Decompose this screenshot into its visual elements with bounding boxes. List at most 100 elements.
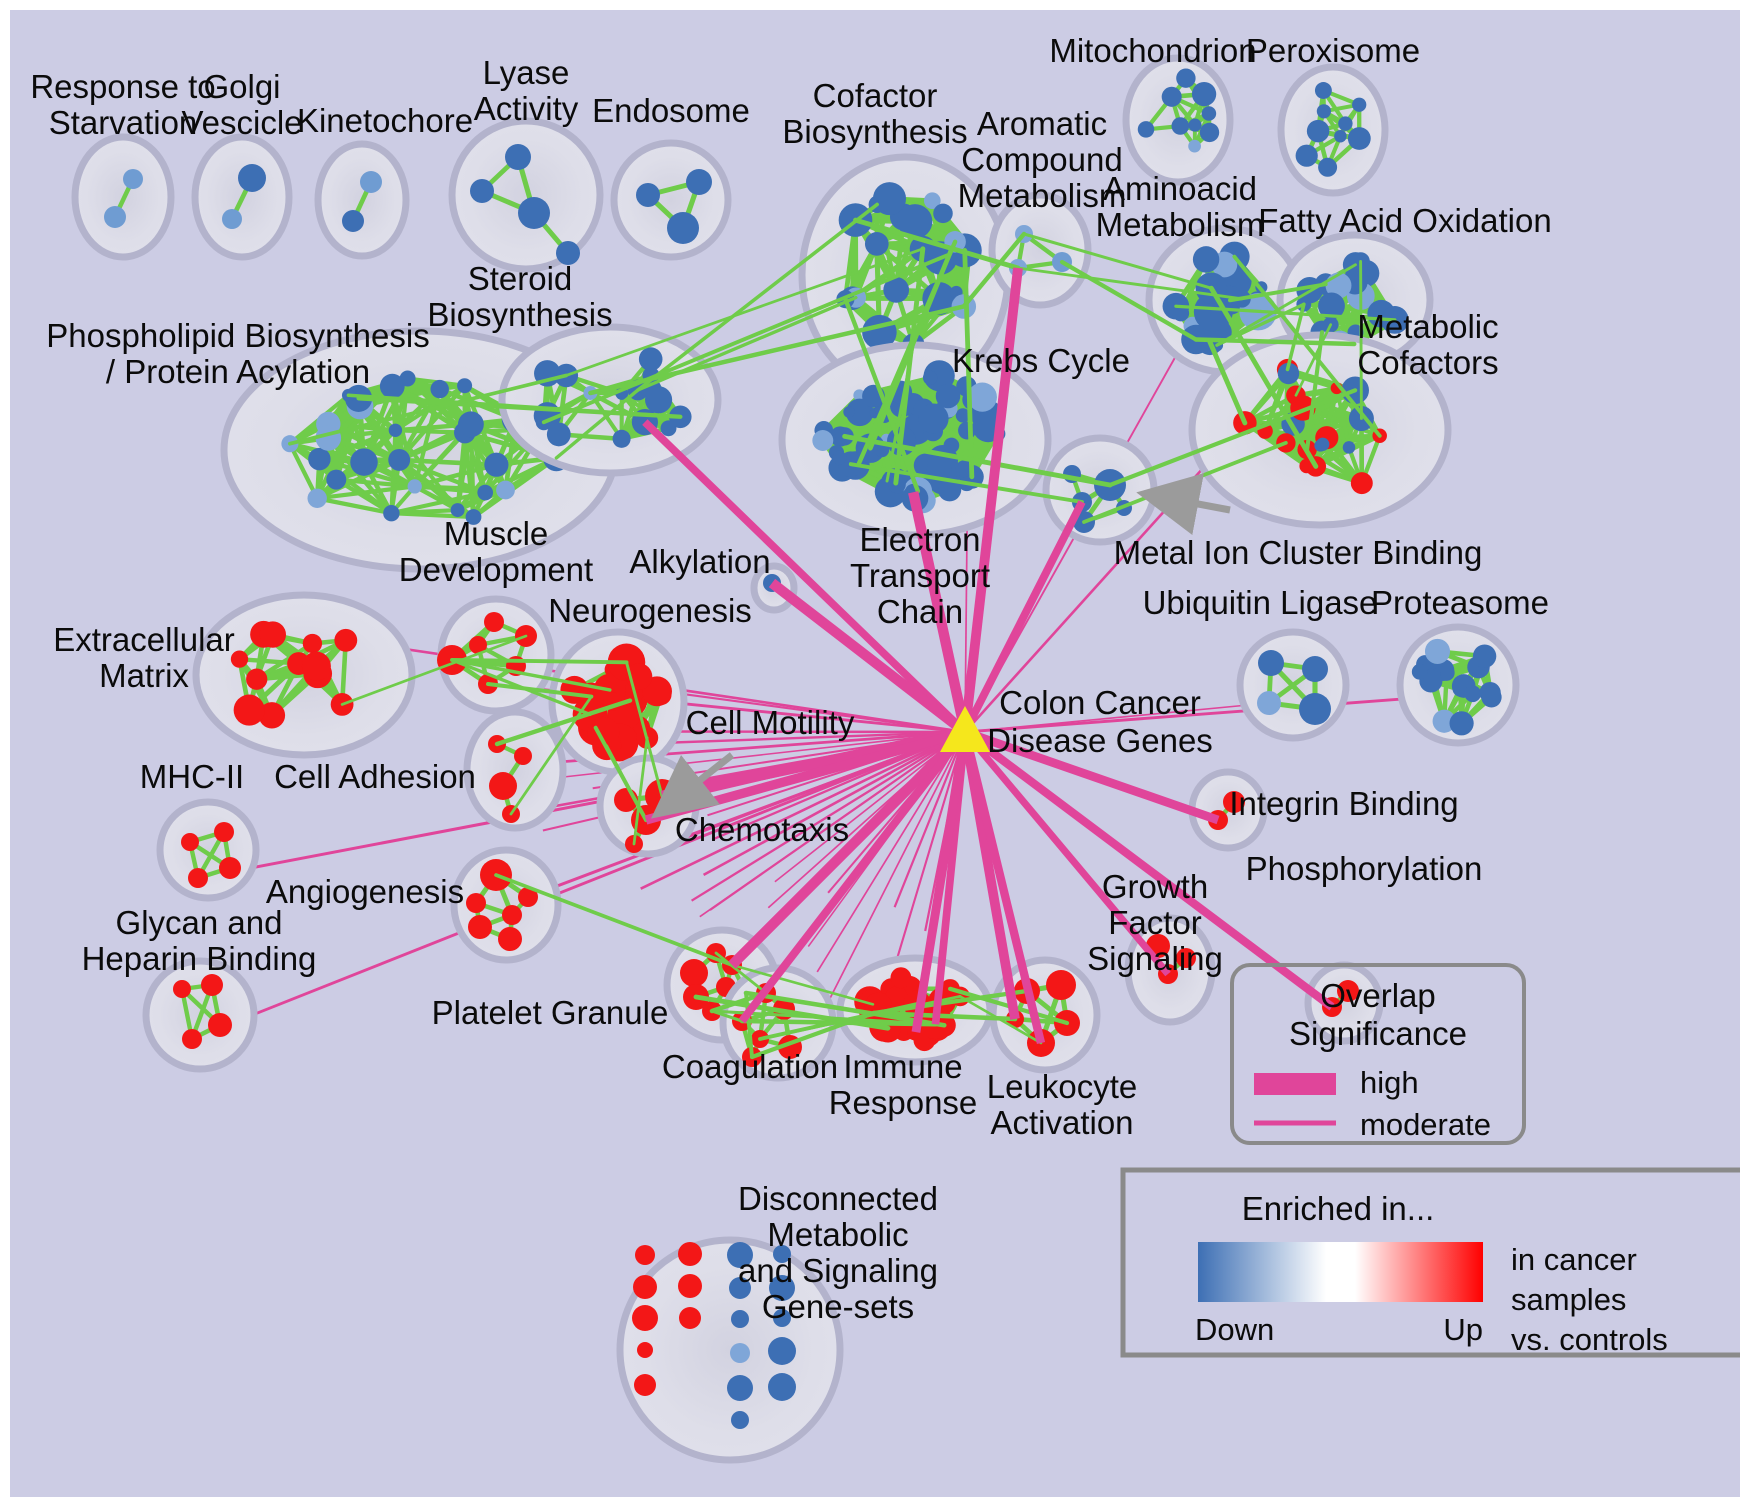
gene-set-node[interactable]	[399, 370, 416, 387]
gene-set-node[interactable]	[489, 772, 517, 800]
gene-set-node[interactable]	[632, 1305, 658, 1331]
gene-set-node[interactable]	[933, 203, 953, 224]
gene-set-node[interactable]	[768, 1373, 796, 1401]
gene-set-node[interactable]	[667, 212, 699, 244]
cluster-ubiquitin-ligase[interactable]	[1236, 628, 1350, 742]
gene-set-node[interactable]	[466, 893, 486, 913]
gene-set-node[interactable]	[727, 1375, 753, 1401]
gene-set-node[interactable]	[587, 716, 620, 749]
gene-set-node[interactable]	[383, 504, 400, 522]
gene-set-node[interactable]	[219, 857, 241, 879]
cluster-neurogenesis[interactable]	[548, 628, 688, 776]
cluster-response-to-starvation[interactable]	[71, 133, 175, 261]
cluster-growth-factor-signaling[interactable]	[1124, 914, 1216, 1026]
cluster-disconnected-gene-sets[interactable]	[616, 1236, 844, 1464]
gene-set-node[interactable]	[634, 1374, 656, 1396]
gene-set-node[interactable]	[937, 478, 962, 502]
gene-set-node[interactable]	[230, 650, 249, 668]
gene-set-node[interactable]	[1352, 97, 1367, 112]
gene-set-node[interactable]	[208, 1013, 232, 1037]
gene-set-node[interactable]	[1347, 127, 1371, 150]
gene-set-node[interactable]	[864, 232, 889, 256]
gene-set-node[interactable]	[678, 1242, 702, 1266]
gene-set-node[interactable]	[890, 967, 912, 989]
gene-set-node[interactable]	[104, 206, 126, 228]
gene-set-node[interactable]	[430, 379, 449, 399]
gene-set-node[interactable]	[1188, 139, 1201, 153]
gene-set-node[interactable]	[955, 408, 971, 423]
gene-set-node[interactable]	[1302, 656, 1328, 682]
gene-set-node[interactable]	[173, 980, 191, 998]
gene-set-node[interactable]	[1432, 709, 1456, 733]
cluster-mitochondrion[interactable]	[1122, 54, 1234, 186]
gene-set-node[interactable]	[1201, 106, 1217, 121]
gene-set-node[interactable]	[214, 822, 234, 842]
gene-set-node[interactable]	[334, 628, 358, 652]
gene-set-node[interactable]	[1338, 116, 1353, 131]
gene-set-node[interactable]	[729, 1277, 751, 1299]
gene-set-node[interactable]	[1464, 685, 1482, 703]
gene-set-node[interactable]	[923, 192, 941, 210]
gene-set-node[interactable]	[686, 169, 712, 195]
gene-set-node[interactable]	[1199, 122, 1220, 143]
gene-set-node[interactable]	[1424, 638, 1451, 664]
gene-set-node[interactable]	[636, 183, 660, 207]
cluster-phospholipid-biosynthesis[interactable]	[220, 327, 620, 573]
gene-set-node[interactable]	[342, 210, 364, 232]
gene-set-node[interactable]	[637, 1342, 653, 1358]
gene-set-node[interactable]	[922, 370, 938, 385]
gene-set-node[interactable]	[1046, 970, 1076, 1000]
gene-set-node[interactable]	[935, 383, 961, 409]
gene-set-node[interactable]	[1481, 687, 1502, 708]
gene-set-node[interactable]	[123, 169, 143, 189]
gene-set-node[interactable]	[730, 1343, 750, 1363]
gene-set-node[interactable]	[469, 636, 487, 654]
gene-set-node[interactable]	[308, 447, 331, 471]
cluster-muscle-development[interactable]	[437, 595, 555, 715]
gene-set-node[interactable]	[379, 373, 405, 399]
gene-set-node[interactable]	[546, 422, 571, 447]
gene-set-node[interactable]	[388, 448, 411, 471]
gene-set-node[interactable]	[470, 179, 494, 203]
gene-set-node[interactable]	[258, 702, 286, 729]
gene-set-node[interactable]	[1316, 437, 1330, 451]
gene-set-node[interactable]	[1137, 121, 1155, 138]
cluster-mhc-ii[interactable]	[156, 798, 260, 902]
gene-set-node[interactable]	[812, 430, 834, 451]
gene-set-node[interactable]	[514, 747, 532, 765]
gene-set-node[interactable]	[1258, 650, 1284, 676]
gene-set-node[interactable]	[1337, 980, 1359, 1002]
gene-set-node[interactable]	[1411, 663, 1428, 680]
gene-set-node[interactable]	[502, 905, 522, 925]
gene-set-node[interactable]	[635, 1245, 655, 1265]
gene-set-node[interactable]	[222, 209, 242, 229]
hub-node-colon-cancer-disease-genes[interactable]	[940, 706, 990, 752]
gene-set-node[interactable]	[638, 347, 663, 371]
gene-set-node[interactable]	[1223, 791, 1245, 813]
gene-set-node[interactable]	[731, 1310, 749, 1328]
gene-set-node[interactable]	[457, 411, 484, 438]
gene-set-node[interactable]	[872, 182, 907, 216]
gene-set-node[interactable]	[1192, 246, 1220, 273]
gene-set-node[interactable]	[498, 927, 522, 951]
gene-set-node[interactable]	[1257, 691, 1281, 715]
cluster-metabolic-cofactors[interactable]	[1188, 331, 1452, 529]
gene-set-node[interactable]	[302, 633, 323, 654]
gene-set-node[interactable]	[1191, 81, 1217, 107]
gene-set-node[interactable]	[1299, 693, 1331, 725]
gene-set-node[interactable]	[1295, 144, 1318, 167]
cluster-lyase-activity[interactable]	[448, 117, 604, 273]
gene-set-node[interactable]	[188, 868, 208, 888]
gene-set-node[interactable]	[233, 694, 265, 726]
gene-set-node[interactable]	[843, 406, 855, 418]
gene-set-node[interactable]	[407, 479, 422, 494]
gene-set-node[interactable]	[679, 1307, 701, 1329]
gene-set-node[interactable]	[1306, 119, 1330, 143]
gene-set-node[interactable]	[518, 887, 538, 907]
gene-set-node[interactable]	[201, 974, 223, 996]
gene-set-node[interactable]	[731, 1411, 749, 1429]
gene-set-node[interactable]	[259, 621, 286, 648]
gene-set-node[interactable]	[484, 612, 504, 632]
gene-set-node[interactable]	[1176, 68, 1196, 88]
gene-set-node[interactable]	[678, 1274, 702, 1298]
